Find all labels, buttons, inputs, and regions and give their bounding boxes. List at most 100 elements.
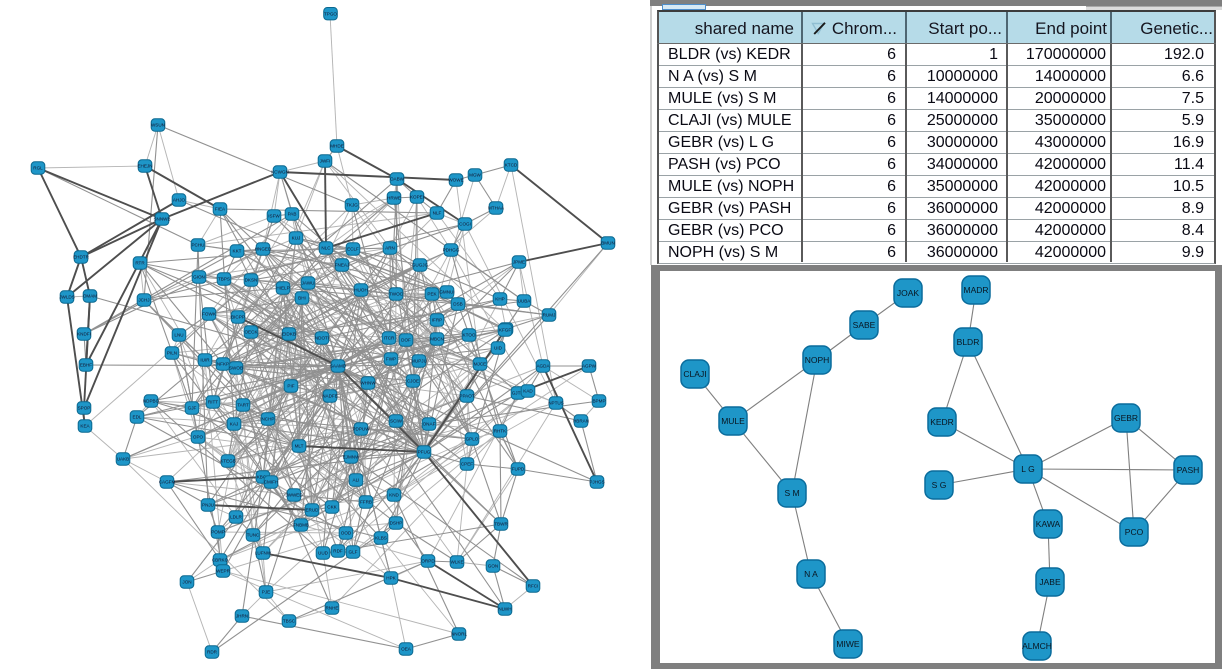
svg-text:NOPH: NOPH bbox=[805, 355, 830, 365]
svg-text:GON: GON bbox=[488, 564, 498, 569]
svg-text:BHI: BHI bbox=[298, 296, 306, 301]
svg-text:OOD: OOD bbox=[341, 531, 352, 536]
svg-text:JWWED: JWWED bbox=[285, 493, 303, 498]
svg-text:FNEAJ: FNEAJ bbox=[335, 263, 350, 268]
svg-text:TUNC: TUNC bbox=[247, 533, 260, 538]
svg-text:CBRKO: CBRKO bbox=[212, 558, 229, 563]
svg-text:KBCS: KBCS bbox=[257, 475, 270, 480]
svg-text:MJCE: MJCE bbox=[474, 362, 487, 367]
svg-text:DSB: DSB bbox=[453, 302, 462, 307]
svg-text:PILN: PILN bbox=[167, 351, 177, 356]
svg-text:KTEGB: KTEGB bbox=[220, 459, 236, 464]
svg-text:DOF: DOF bbox=[401, 338, 411, 343]
svg-text:L G: L G bbox=[1021, 464, 1034, 474]
svg-text:JON: JON bbox=[182, 580, 191, 585]
svg-text:PASH: PASH bbox=[1177, 465, 1200, 475]
svg-text:PAB: PAB bbox=[288, 212, 297, 217]
svg-text:KAD: KAD bbox=[523, 389, 533, 394]
svg-text:JCHJ: JCHJ bbox=[138, 298, 149, 303]
svg-text:KAJ: KAJ bbox=[230, 422, 238, 427]
svg-text:RHTK: RHTK bbox=[494, 429, 507, 434]
svg-text:PCHU: PCHU bbox=[191, 243, 204, 248]
svg-text:TWOC: TWOC bbox=[389, 292, 404, 297]
svg-text:FNBMB: FNBMB bbox=[293, 523, 309, 528]
svg-text:HNGED: HNGED bbox=[255, 247, 272, 252]
svg-text:NLWH: NLWH bbox=[498, 607, 511, 612]
svg-text:CKK: CKK bbox=[327, 505, 337, 510]
svg-text:DKSN: DKSN bbox=[245, 278, 258, 283]
svg-text:EHEJN: EHEJN bbox=[137, 164, 152, 169]
svg-text:IUIR: IUIR bbox=[200, 358, 210, 363]
svg-text:ONAF: ONAF bbox=[423, 422, 436, 427]
svg-text:GEBR: GEBR bbox=[1114, 413, 1138, 423]
svg-text:SPOP: SPOP bbox=[78, 406, 91, 411]
svg-text:LUFNW: LUFNW bbox=[255, 551, 272, 556]
svg-text:KHP: KHP bbox=[495, 297, 504, 302]
svg-text:GION: GION bbox=[193, 275, 205, 280]
svg-text:CAGFM: CAGFM bbox=[159, 480, 176, 485]
svg-text:WEPR: WEPR bbox=[216, 569, 230, 574]
svg-text:PDPUW: PDPUW bbox=[352, 427, 370, 432]
svg-text:SABE: SABE bbox=[853, 320, 876, 330]
svg-text:RFCI: RFCI bbox=[528, 584, 539, 589]
svg-text:PCO: PCO bbox=[1125, 527, 1144, 537]
svg-text:HIELP: HIELP bbox=[276, 286, 289, 291]
svg-text:BPMP: BPMP bbox=[592, 399, 605, 404]
svg-text:JWFI: JWFI bbox=[320, 159, 331, 164]
svg-text:ALMCH: ALMCH bbox=[1022, 641, 1052, 651]
svg-text:WLKE: WLKE bbox=[450, 560, 463, 565]
svg-text:BMUN: BMUN bbox=[601, 241, 615, 246]
svg-text:MBCN: MBCN bbox=[430, 337, 444, 342]
svg-text:GMNUI: GMNUI bbox=[439, 290, 454, 295]
svg-text:MADR: MADR bbox=[963, 285, 988, 295]
svg-text:NDOTI: NDOTI bbox=[315, 336, 329, 341]
svg-text:POMP: POMP bbox=[211, 530, 225, 535]
svg-text:EBHF: EBHF bbox=[80, 363, 92, 368]
svg-text:FIEA: FIEA bbox=[215, 207, 226, 212]
svg-text:KOPEI: KOPEI bbox=[410, 195, 424, 200]
svg-text:JHRN: JHRN bbox=[236, 614, 248, 619]
svg-text:ECLF: ECLF bbox=[347, 247, 359, 252]
svg-text:FUPD: FUPD bbox=[512, 467, 525, 472]
svg-text:WOWE: WOWE bbox=[448, 178, 463, 183]
svg-text:OPO: OPO bbox=[193, 435, 204, 440]
svg-text:JABE: JABE bbox=[1039, 577, 1061, 587]
svg-text:PNJU: PNJU bbox=[202, 503, 214, 508]
svg-text:MGW: MGW bbox=[469, 173, 481, 178]
svg-text:EDL: EDL bbox=[133, 415, 142, 420]
svg-text:KCWGN: KCWGN bbox=[271, 170, 289, 175]
svg-text:NLF: NLF bbox=[433, 211, 442, 216]
svg-text:RDR: RDR bbox=[207, 650, 218, 655]
svg-text:OMAM: OMAM bbox=[83, 294, 97, 299]
svg-text:MTHAA: MTHAA bbox=[488, 206, 505, 211]
svg-text:BLDR: BLDR bbox=[957, 337, 980, 347]
svg-text:JPME: JPME bbox=[513, 260, 525, 265]
svg-text:WSUN: WSUN bbox=[151, 123, 165, 128]
svg-text:KKT: KKT bbox=[233, 249, 242, 254]
svg-text:HBRAN: HBRAN bbox=[573, 419, 589, 424]
svg-text:OABW: OABW bbox=[390, 177, 405, 182]
svg-text:GUGJG: GUGJG bbox=[412, 263, 429, 268]
svg-text:ITCR: ITCR bbox=[384, 336, 395, 341]
svg-text:EHDTR: EHDTR bbox=[73, 255, 90, 260]
svg-text:TBSC: TBSC bbox=[283, 619, 296, 624]
svg-text:RTR: RTR bbox=[135, 261, 145, 266]
svg-text:MULE: MULE bbox=[721, 416, 745, 426]
svg-text:RGL: RGL bbox=[33, 166, 43, 171]
svg-text:S G: S G bbox=[932, 480, 947, 490]
svg-text:NCHP: NCHP bbox=[261, 417, 274, 422]
svg-text:OECK: OECK bbox=[244, 330, 258, 335]
svg-text:KND: KND bbox=[389, 493, 399, 498]
svg-text:FWP: FWP bbox=[386, 357, 396, 362]
svg-text:KFGF: KFGF bbox=[499, 328, 511, 333]
svg-text:FFRB: FFRB bbox=[360, 500, 372, 505]
svg-text:AHJO: AHJO bbox=[173, 198, 186, 203]
svg-text:EJMNW: EJMNW bbox=[343, 455, 361, 460]
svg-text:CLAJI: CLAJI bbox=[683, 369, 706, 379]
svg-text:S M: S M bbox=[784, 488, 799, 498]
svg-text:TKJG: TKJG bbox=[346, 203, 358, 208]
svg-text:ORPD: ORPD bbox=[421, 559, 435, 564]
svg-text:UAKB: UAKB bbox=[117, 457, 130, 462]
svg-text:RUMJ: RUMJ bbox=[543, 313, 556, 318]
svg-text:MIWE: MIWE bbox=[836, 639, 859, 649]
